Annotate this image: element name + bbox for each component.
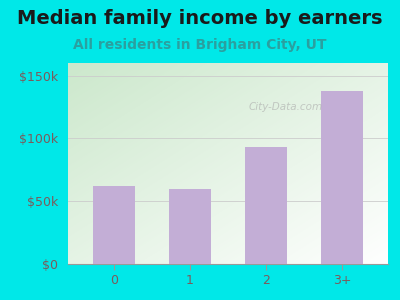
Text: All residents in Brigham City, UT: All residents in Brigham City, UT bbox=[73, 38, 327, 52]
Bar bbox=[321, 91, 363, 264]
Text: Median family income by earners: Median family income by earners bbox=[17, 9, 383, 28]
Bar bbox=[245, 147, 287, 264]
Text: City-Data.com: City-Data.com bbox=[248, 102, 323, 112]
Bar bbox=[93, 186, 135, 264]
Bar bbox=[169, 189, 211, 264]
